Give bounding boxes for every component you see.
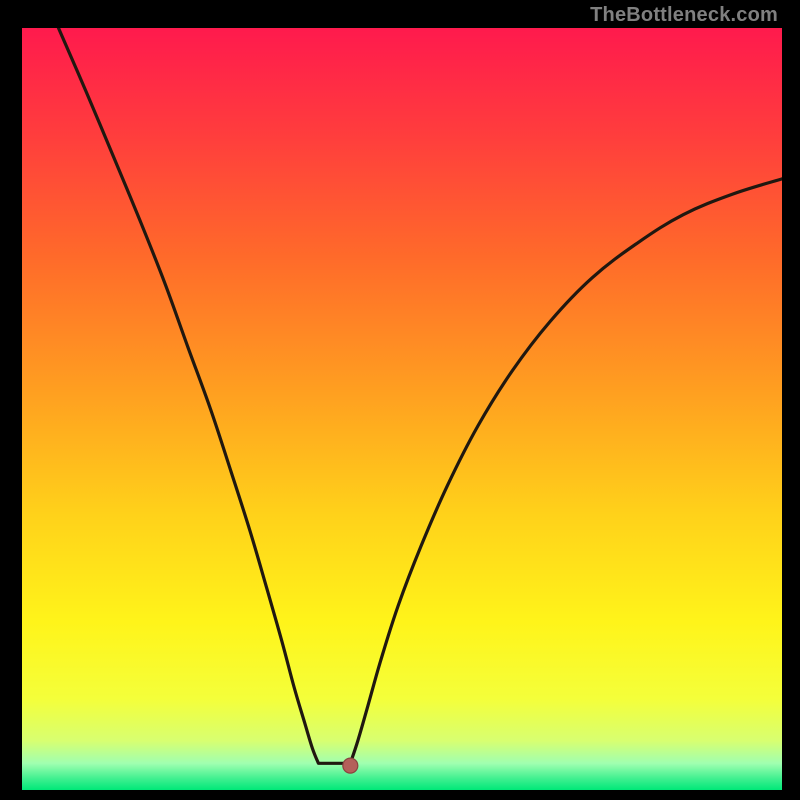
bottleneck-curve bbox=[22, 28, 782, 790]
curve-path bbox=[58, 28, 782, 763]
optimal-point-marker bbox=[343, 758, 358, 773]
plot-area bbox=[22, 28, 782, 790]
watermark-text: TheBottleneck.com bbox=[590, 4, 778, 27]
